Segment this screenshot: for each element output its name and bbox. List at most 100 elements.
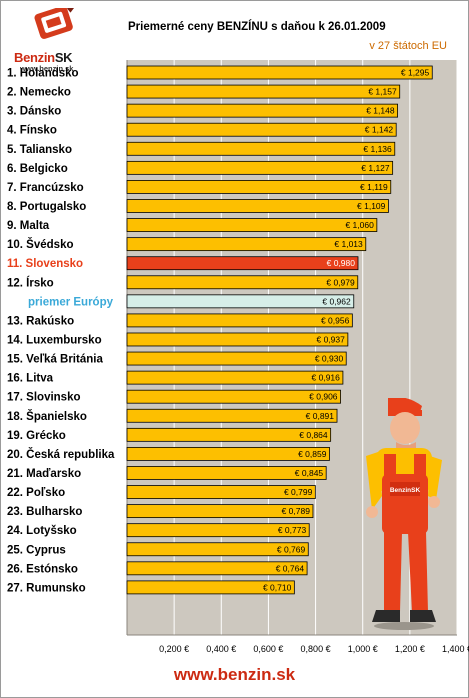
bar xyxy=(126,408,338,423)
bar xyxy=(126,504,314,519)
bar xyxy=(126,561,308,576)
bar-value-label: € 1,060 xyxy=(345,220,374,230)
bar xyxy=(126,103,399,118)
bar xyxy=(126,313,353,328)
svg-text:BenzinSK: BenzinSK xyxy=(390,487,421,494)
bar-value-label: € 0,937 xyxy=(316,334,345,344)
category-label: 22. Poľsko xyxy=(7,487,65,499)
bar-value-label: € 0,769 xyxy=(277,544,306,554)
bar-value-label: € 1,109 xyxy=(357,201,386,211)
x-tick-label: 0,800 € xyxy=(301,644,331,654)
category-label: 5. Taliansko xyxy=(7,144,72,156)
bar-value-label: € 0,906 xyxy=(309,392,338,402)
bar xyxy=(126,160,394,175)
category-label: 15. Veľká Británia xyxy=(7,354,103,366)
bar-value-label: € 1,127 xyxy=(361,163,390,173)
bar xyxy=(126,294,355,309)
category-label: 13. Rakúsko xyxy=(7,315,74,327)
bar xyxy=(126,370,344,385)
bar-value-label: € 1,142 xyxy=(365,125,394,135)
bar-value-label: € 0,891 xyxy=(306,411,335,421)
category-label: 16. Litva xyxy=(7,373,54,385)
bar xyxy=(126,332,349,347)
bar-value-label: € 1,148 xyxy=(366,106,395,116)
bar-value-label: € 0,962 xyxy=(322,296,351,306)
x-tick-label: 1,200 € xyxy=(395,644,425,654)
bar xyxy=(126,122,397,137)
bar-value-label: € 0,799 xyxy=(284,487,313,497)
bar xyxy=(126,466,327,480)
bar-value-label: € 0,773 xyxy=(278,525,307,535)
category-label: 11. Slovensko xyxy=(7,258,83,270)
bar xyxy=(126,427,332,442)
bar-value-label: € 0,979 xyxy=(326,277,355,287)
x-tick-label: 0,600 € xyxy=(253,644,283,654)
bar xyxy=(126,542,309,557)
plot-area xyxy=(127,60,457,635)
logo-brand-text: BenzinSK xyxy=(14,50,73,65)
category-label: 8. Portugalsko xyxy=(7,201,86,213)
bar-value-label: € 0,956 xyxy=(321,315,350,325)
bar-value-label: € 0,916 xyxy=(312,373,341,383)
category-label: 14. Luxembursko xyxy=(7,334,102,346)
bar-value-label: € 1,119 xyxy=(360,182,388,192)
chart-subtitle: v 27 štátoch EU xyxy=(369,40,447,52)
bar xyxy=(126,199,389,213)
x-tick-label: 1,400 € xyxy=(442,644,469,654)
bar xyxy=(126,180,392,194)
bar xyxy=(126,351,347,366)
bar xyxy=(126,580,295,595)
category-label: 2. Nemecko xyxy=(7,87,71,99)
bar-value-label: € 1,013 xyxy=(334,239,363,249)
category-label: 21. Maďarsko xyxy=(7,468,81,480)
bar-value-label: € 0,764 xyxy=(276,563,305,573)
category-label: 18. Španielsko xyxy=(7,410,87,423)
category-label: 9. Malta xyxy=(7,220,50,232)
category-label: priemer Európy xyxy=(28,296,114,308)
bar xyxy=(126,84,401,99)
bar xyxy=(126,446,330,461)
category-label: 6. Belgicko xyxy=(7,163,68,175)
category-label: 7. Francúzsko xyxy=(7,182,84,194)
category-label: 27. Rumunsko xyxy=(7,582,86,594)
x-tick-label: 0,200 € xyxy=(159,644,189,654)
bar xyxy=(126,218,378,232)
x-tick-label: 1,000 € xyxy=(348,644,378,654)
category-label: 26. Estónsko xyxy=(7,563,78,575)
bar-value-label: € 1,136 xyxy=(363,144,392,154)
bar-value-label: € 0,930 xyxy=(315,354,344,364)
category-label: 20. Česká republika xyxy=(7,448,115,461)
category-label: 3. Dánsko xyxy=(7,106,61,118)
bar xyxy=(126,65,433,80)
logo-url-text: www.benzin.sk xyxy=(20,64,74,73)
bar-value-label: € 0,859 xyxy=(298,449,327,459)
bar xyxy=(126,389,341,404)
bar-value-label: € 1,157 xyxy=(368,87,397,97)
bar xyxy=(126,275,359,290)
category-label: 24. Lotyšsko xyxy=(7,525,77,537)
fuel-nozzle-logo-icon xyxy=(34,0,78,39)
chart-title: Priemerné ceny BENZÍNU s daňou k 26.01.2… xyxy=(128,21,386,33)
bar xyxy=(126,523,310,538)
bar xyxy=(126,485,316,499)
category-label: 17. Slovinsko xyxy=(7,392,81,404)
category-label: 23. Bulharsko xyxy=(7,506,82,518)
category-label: 4. Fínsko xyxy=(7,125,57,137)
category-label: 10. Švédsko xyxy=(7,238,73,251)
benzin-logo: BenzinSK www.benzin.sk xyxy=(4,0,88,73)
category-label: 12. Írsko xyxy=(7,276,54,289)
category-label: 19. Grécko xyxy=(7,430,66,442)
category-label: 25. Cyprus xyxy=(7,544,66,556)
gas-station-attendant-mascot-icon: BenzinSK xyxy=(366,398,442,630)
bar-value-label: € 0,864 xyxy=(299,430,328,440)
category-label: 1. Holandsko xyxy=(7,68,79,80)
bar xyxy=(126,141,396,156)
bar-value-label: € 0,710 xyxy=(263,582,292,592)
bar-value-label: € 0,980 xyxy=(327,258,356,268)
footer-url: www.benzin.sk xyxy=(173,665,296,684)
bar xyxy=(126,256,359,271)
bar-value-label: € 0,845 xyxy=(295,468,324,478)
bar xyxy=(126,237,367,252)
bar-value-label: € 0,789 xyxy=(282,506,311,516)
